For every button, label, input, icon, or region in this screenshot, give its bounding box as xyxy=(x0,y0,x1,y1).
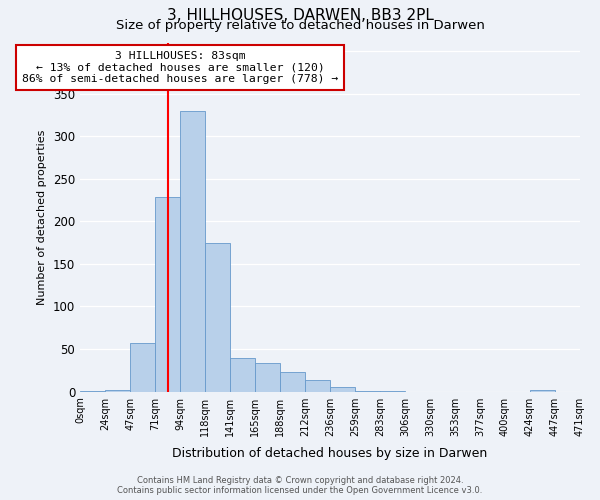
Y-axis label: Number of detached properties: Number of detached properties xyxy=(37,130,47,305)
X-axis label: Distribution of detached houses by size in Darwen: Distribution of detached houses by size … xyxy=(172,447,488,460)
Bar xyxy=(330,388,355,392)
Bar xyxy=(230,358,255,392)
Bar xyxy=(305,380,330,392)
Bar xyxy=(130,343,155,392)
Bar xyxy=(105,390,130,392)
Bar xyxy=(155,196,180,392)
Text: Size of property relative to detached houses in Darwen: Size of property relative to detached ho… xyxy=(116,19,484,32)
Bar xyxy=(530,390,555,392)
Bar xyxy=(380,391,405,392)
Bar xyxy=(205,244,230,392)
Bar xyxy=(80,391,105,392)
Bar xyxy=(180,110,205,392)
Text: Contains HM Land Registry data © Crown copyright and database right 2024.
Contai: Contains HM Land Registry data © Crown c… xyxy=(118,476,482,495)
Text: 3 HILLHOUSES: 83sqm
← 13% of detached houses are smaller (120)
86% of semi-detac: 3 HILLHOUSES: 83sqm ← 13% of detached ho… xyxy=(22,51,338,84)
Text: 3, HILLHOUSES, DARWEN, BB3 2PL: 3, HILLHOUSES, DARWEN, BB3 2PL xyxy=(167,8,433,22)
Bar xyxy=(255,362,280,392)
Bar xyxy=(355,391,380,392)
Bar xyxy=(280,372,305,392)
